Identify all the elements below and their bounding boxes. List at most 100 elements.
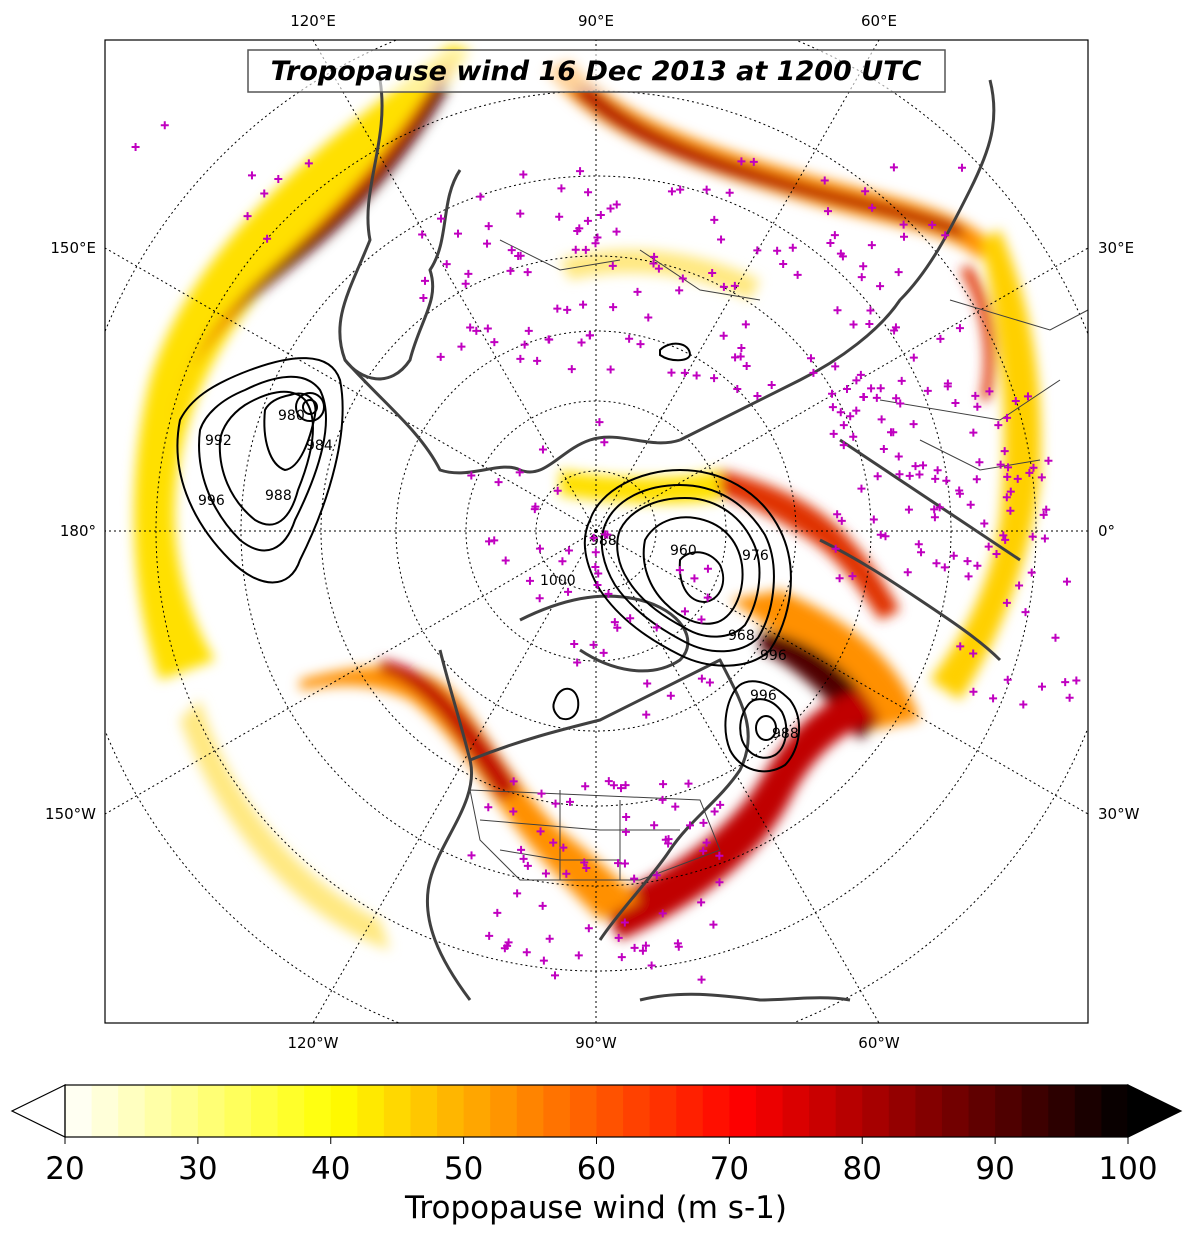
contour-label: 976 — [742, 548, 769, 564]
station-marker — [160, 121, 169, 130]
station-marker — [613, 623, 622, 632]
colorbar-cells — [65, 1085, 1129, 1137]
station-marker — [895, 470, 904, 479]
colorbar-cell — [463, 1085, 491, 1137]
station-marker — [630, 943, 639, 952]
station-marker — [485, 537, 494, 546]
station-marker — [865, 320, 874, 329]
colorbar-cell — [995, 1085, 1023, 1137]
station-marker — [697, 674, 706, 683]
station-marker — [636, 340, 645, 349]
station-marker — [617, 953, 626, 962]
station-marker — [833, 510, 842, 519]
station-marker — [621, 781, 630, 790]
station-marker — [867, 384, 876, 393]
station-marker — [514, 252, 523, 261]
station-marker — [596, 211, 605, 220]
station-marker — [1013, 474, 1022, 483]
colorbar-cell — [383, 1085, 412, 1137]
station-marker — [881, 532, 890, 541]
station-marker — [538, 901, 547, 910]
station-marker — [877, 415, 886, 424]
colorbar-cell — [915, 1085, 943, 1137]
station-marker — [835, 574, 844, 583]
station-marker — [753, 392, 762, 401]
station-marker — [678, 274, 687, 283]
contour-label: 996 — [760, 648, 787, 664]
colorbar-cell — [835, 1085, 863, 1137]
lon-label-right: 30°W — [1098, 805, 1140, 823]
station-marker — [856, 370, 865, 379]
station-marker — [457, 342, 466, 351]
colorbar-cell — [118, 1085, 146, 1137]
station-marker — [1040, 534, 1049, 543]
station-marker — [644, 313, 653, 322]
station-marker — [608, 261, 617, 270]
lon-label-bottom: 60°W — [858, 1034, 900, 1052]
station-marker — [710, 215, 719, 224]
station-marker — [680, 368, 689, 377]
station-marker — [1065, 693, 1074, 702]
station-marker — [849, 432, 858, 441]
map-title: Tropopause wind 16 Dec 2013 at 1200 UTC — [247, 49, 946, 93]
station-marker — [676, 185, 685, 194]
station-marker — [930, 513, 939, 522]
station-marker — [867, 241, 876, 250]
station-marker — [466, 323, 475, 332]
station-marker — [536, 827, 545, 836]
station-marker — [664, 835, 673, 844]
station-marker — [476, 192, 485, 201]
station-markers — [131, 121, 1081, 984]
station-marker — [652, 623, 661, 632]
lon-label-bottom: 120°W — [288, 1034, 339, 1052]
station-marker — [484, 803, 493, 812]
station-marker — [485, 931, 494, 940]
station-marker — [600, 438, 609, 447]
station-marker — [837, 516, 846, 525]
station-marker — [719, 331, 728, 340]
station-marker — [606, 365, 615, 374]
station-marker — [731, 353, 740, 362]
station-marker — [992, 550, 1001, 559]
station-marker — [848, 572, 857, 581]
station-marker — [620, 918, 629, 927]
station-marker — [545, 335, 554, 344]
station-marker — [535, 594, 544, 603]
station-marker — [956, 642, 965, 651]
station-marker — [420, 276, 429, 285]
station-marker — [868, 203, 877, 212]
station-marker — [650, 821, 659, 830]
station-marker — [617, 784, 626, 793]
station-marker — [595, 418, 604, 427]
station-marker — [923, 386, 932, 395]
colorbar-cell — [330, 1085, 358, 1137]
station-marker — [622, 813, 631, 822]
station-marker — [999, 531, 1008, 540]
station-marker — [453, 229, 462, 238]
station-marker — [973, 561, 982, 570]
station-marker — [949, 551, 958, 560]
station-marker — [876, 384, 885, 393]
station-marker — [930, 505, 939, 514]
station-marker — [671, 802, 680, 811]
station-marker — [419, 293, 428, 302]
station-marker — [703, 564, 712, 573]
station-marker — [971, 391, 980, 400]
station-marker — [620, 859, 629, 868]
station-marker — [703, 593, 712, 602]
colorbar-cell — [569, 1085, 598, 1137]
station-marker — [1011, 396, 1020, 405]
station-marker — [576, 167, 585, 176]
station-marker — [537, 789, 546, 798]
station-marker — [612, 227, 621, 236]
station-marker — [562, 869, 571, 878]
station-marker — [504, 938, 513, 947]
station-marker — [891, 323, 900, 332]
station-marker — [857, 273, 866, 282]
contour-label: 984 — [306, 438, 333, 454]
station-marker — [436, 214, 445, 223]
colorbar-cell — [1074, 1085, 1103, 1137]
station-marker — [705, 678, 714, 687]
station-marker — [507, 246, 516, 255]
station-marker — [579, 300, 588, 309]
